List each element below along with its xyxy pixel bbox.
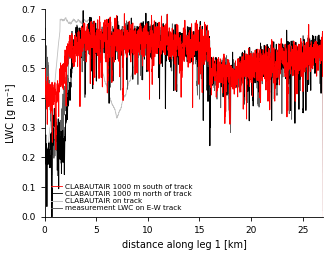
measurement LWC on E-W track xyxy=(321,215,325,218)
measurement LWC on E-W track xyxy=(189,52,193,55)
CLABAUTAIR 1000 m north of track xyxy=(144,48,148,51)
measurement LWC on E-W track xyxy=(231,82,235,85)
CLABAUTAIR 1000 m north of track xyxy=(115,33,119,36)
CLABAUTAIR on track xyxy=(189,28,193,31)
measurement LWC on E-W track xyxy=(115,35,119,38)
measurement LWC on E-W track xyxy=(49,94,53,97)
CLABAUTAIR on track xyxy=(58,158,62,161)
CLABAUTAIR on track xyxy=(49,148,53,151)
CLABAUTAIR 1000 m north of track xyxy=(321,215,325,218)
CLABAUTAIR 1000 m north of track xyxy=(42,32,46,35)
CLABAUTAIR 1000 m south of track xyxy=(49,120,53,123)
Line: CLABAUTAIR on track: CLABAUTAIR on track xyxy=(44,11,323,217)
measurement LWC on E-W track xyxy=(122,12,126,15)
Y-axis label: LWC [g m⁻¹]: LWC [g m⁻¹] xyxy=(6,83,15,143)
CLABAUTAIR on track xyxy=(115,38,119,41)
measurement LWC on E-W track xyxy=(42,80,46,83)
CLABAUTAIR 1000 m south of track xyxy=(189,49,193,52)
Legend: CLABAUTAIR 1000 m south of track, CLABAUTAIR 1000 m north of track, CLABAUTAIR o: CLABAUTAIR 1000 m south of track, CLABAU… xyxy=(51,184,192,211)
CLABAUTAIR 1000 m south of track xyxy=(115,116,119,119)
CLABAUTAIR 1000 m south of track xyxy=(321,214,325,217)
measurement LWC on E-W track xyxy=(58,82,62,85)
CLABAUTAIR 1000 m north of track xyxy=(49,107,53,110)
X-axis label: distance along leg 1 [km]: distance along leg 1 [km] xyxy=(121,240,246,250)
CLABAUTAIR 1000 m north of track xyxy=(165,17,169,20)
CLABAUTAIR 1000 m north of track xyxy=(58,133,62,136)
CLABAUTAIR on track xyxy=(144,41,148,44)
CLABAUTAIR 1000 m south of track xyxy=(64,16,68,19)
CLABAUTAIR on track xyxy=(231,51,235,54)
CLABAUTAIR on track xyxy=(50,215,54,218)
CLABAUTAIR 1000 m south of track xyxy=(58,19,62,22)
CLABAUTAIR 1000 m south of track xyxy=(42,149,46,152)
measurement LWC on E-W track xyxy=(144,40,148,43)
CLABAUTAIR 1000 m south of track xyxy=(231,79,235,82)
CLABAUTAIR 1000 m south of track xyxy=(144,45,148,48)
CLABAUTAIR on track xyxy=(81,9,85,12)
Line: CLABAUTAIR 1000 m north of track: CLABAUTAIR 1000 m north of track xyxy=(44,19,323,217)
CLABAUTAIR 1000 m north of track xyxy=(231,66,235,69)
CLABAUTAIR on track xyxy=(321,209,325,212)
CLABAUTAIR 1000 m north of track xyxy=(189,27,193,30)
Line: measurement LWC on E-W track: measurement LWC on E-W track xyxy=(44,14,323,217)
Line: CLABAUTAIR 1000 m south of track: CLABAUTAIR 1000 m south of track xyxy=(44,18,323,216)
CLABAUTAIR on track xyxy=(42,153,46,156)
